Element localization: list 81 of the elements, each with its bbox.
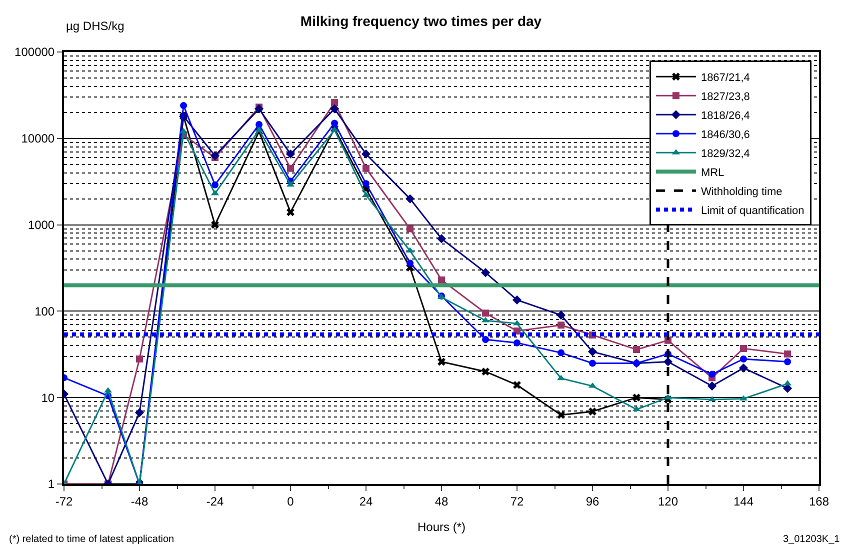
point xyxy=(556,310,566,320)
x-tick-label: 48 xyxy=(434,494,448,508)
point xyxy=(436,234,446,244)
point xyxy=(633,346,640,354)
point xyxy=(438,358,446,366)
point xyxy=(482,368,490,376)
point xyxy=(361,149,371,159)
legend-label: 1846/30,6 xyxy=(700,128,750,141)
ref-line-label: Withholding time xyxy=(700,186,782,198)
point xyxy=(557,374,566,380)
point xyxy=(330,104,340,114)
x-tick-label: -72 xyxy=(55,494,73,508)
y-tick-label: 1000 xyxy=(28,218,55,232)
point xyxy=(406,260,414,267)
point xyxy=(589,360,596,367)
x-tick-label: 120 xyxy=(658,494,678,508)
point xyxy=(287,164,294,172)
legend-label: 1867/21,4 xyxy=(700,72,750,84)
x-tick-label: 168 xyxy=(808,494,830,508)
legend-label: Limit of quantification xyxy=(700,204,804,217)
point xyxy=(738,363,748,373)
point xyxy=(740,345,747,352)
point xyxy=(134,408,144,418)
point xyxy=(588,347,598,356)
point xyxy=(632,394,640,402)
point xyxy=(514,339,520,346)
point xyxy=(210,151,220,160)
point xyxy=(104,387,112,393)
point xyxy=(740,355,747,362)
x-tick-label: 144 xyxy=(733,494,754,508)
legend-label: MRL xyxy=(700,166,724,179)
point xyxy=(286,208,294,216)
text: 3_01203K_1 xyxy=(783,534,840,544)
point xyxy=(331,99,338,106)
point xyxy=(784,350,792,358)
x-tick-label: 0 xyxy=(287,494,294,508)
point xyxy=(782,384,792,393)
x-tick-label: -48 xyxy=(130,494,148,508)
x-tick-label: 24 xyxy=(359,494,373,508)
x-tick-label: -24 xyxy=(206,494,224,508)
point xyxy=(405,194,415,204)
point xyxy=(482,310,490,317)
point xyxy=(180,102,188,110)
point xyxy=(632,406,641,412)
y-tick-label: 10 xyxy=(41,390,55,405)
chart-title: Milking frequency two times per day xyxy=(300,13,542,30)
point xyxy=(512,295,522,304)
point xyxy=(256,120,263,128)
point xyxy=(708,370,716,378)
x-tick-label: 72 xyxy=(510,494,524,508)
x-tick-label: 96 xyxy=(586,494,600,508)
legend-label: 1818/26,4 xyxy=(700,110,750,122)
y-tick-label: 1 xyxy=(48,477,55,492)
point xyxy=(331,120,338,127)
point xyxy=(707,382,717,391)
y-tick-label: 100 xyxy=(34,304,55,318)
x-axis-title: Hours (*) xyxy=(417,520,466,534)
point xyxy=(406,247,414,253)
point xyxy=(663,357,673,366)
point xyxy=(438,276,445,284)
point xyxy=(557,410,565,419)
point xyxy=(406,225,414,232)
point xyxy=(286,149,296,159)
point xyxy=(136,355,143,362)
point xyxy=(513,381,521,389)
point xyxy=(558,349,565,356)
point xyxy=(254,104,264,114)
point xyxy=(480,268,490,278)
y-axis-title: µg DHS/kg xyxy=(66,19,124,33)
legend-label: 1827/23,8 xyxy=(700,90,750,103)
point xyxy=(362,180,370,188)
y-tick-label: 100000 xyxy=(14,45,55,60)
y-tick-label: 10000 xyxy=(21,132,55,146)
point xyxy=(482,336,490,344)
text: (*) related to time of latest application xyxy=(9,534,174,544)
point xyxy=(212,181,218,188)
point xyxy=(784,358,792,366)
legend-label: 1829/32,4 xyxy=(700,148,750,160)
point xyxy=(211,220,219,229)
point xyxy=(362,164,370,172)
point xyxy=(558,322,565,329)
